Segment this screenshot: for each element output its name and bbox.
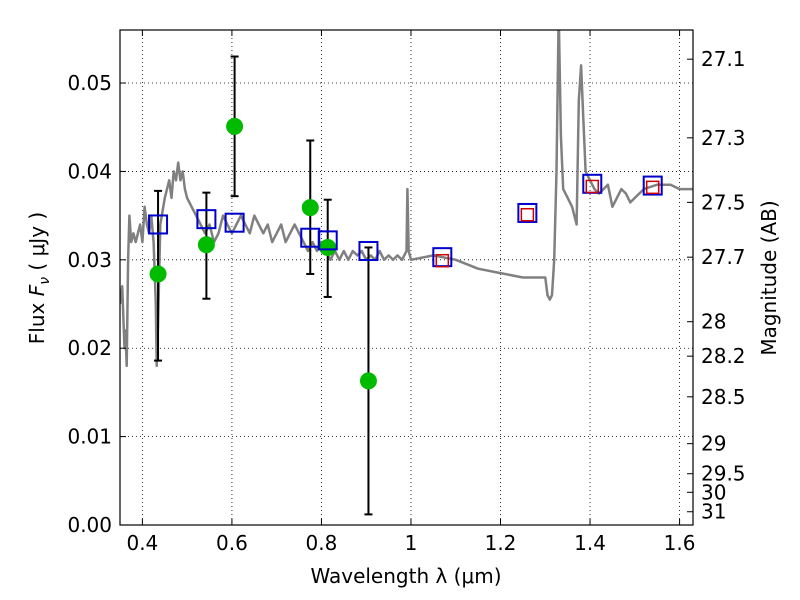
x-tick-label: 1 [405, 531, 418, 555]
mag-tick-label: 27.5 [701, 190, 746, 214]
y-tick-label: 0.01 [67, 425, 112, 449]
observed-point [301, 199, 319, 217]
model-point-blue [317, 230, 338, 251]
y-axis-label-symbol: F [25, 284, 49, 296]
model-point-red [520, 207, 535, 222]
plot-frame [119, 29, 694, 526]
mag-tick-label: 30 [701, 480, 726, 504]
mag-tick-label: 28 [701, 310, 726, 334]
x-axis-label: Wavelength λ (μm) [310, 564, 501, 588]
x-tick-label: 1.2 [485, 531, 517, 555]
axes: 0.4 0.6 0.8 1 1.2 1.4 1.6 0.00 0.01 0.02 0.03 0.04 0… [67, 30, 746, 555]
y-axis-label: Flux Fν ( μJy ) [25, 212, 53, 344]
mag-tick-label: 29.5 [701, 462, 746, 486]
mag-tick-label: 27.3 [701, 126, 746, 150]
model-point-red [585, 179, 600, 194]
y-axis-label-suffix: ( μJy ) [25, 212, 49, 277]
mag-tick-label: 28.5 [701, 385, 746, 409]
model-point-blue [642, 175, 663, 196]
y-axis-label-prefix: Flux [25, 296, 49, 344]
x-tick-label: 0.8 [306, 531, 338, 555]
observed-point [197, 236, 215, 254]
y-tick-label: 0.03 [67, 248, 112, 272]
x-tick-label: 0.6 [216, 531, 248, 555]
observed-point [149, 265, 167, 283]
model-point-blue [224, 212, 245, 233]
x-tick-label: 0.4 [126, 531, 158, 555]
x-tick-label: 1.4 [574, 531, 606, 555]
observed-point [319, 238, 337, 256]
model-point-blue [148, 214, 169, 235]
y-tick-label: 0.05 [67, 71, 112, 95]
y-tick-label: 0.02 [67, 336, 112, 360]
observed-point [359, 372, 377, 390]
model-point-blue [358, 240, 379, 261]
mag-tick-label: 31 [701, 500, 726, 524]
grid [120, 30, 693, 525]
x-tick-label: 1.6 [664, 531, 696, 555]
y-tick-label: 0.00 [67, 513, 112, 537]
y-tick-label: 0.04 [67, 159, 112, 183]
y-axis-label-subscript: ν [37, 277, 53, 285]
model-point-red [645, 180, 660, 195]
model-point-blue [196, 209, 217, 230]
mag-tick-label: 27.7 [701, 245, 746, 269]
mag-tick-label: 29 [701, 432, 726, 456]
y2-axis-label: Magnitude (AB) [757, 200, 781, 355]
observed-point [226, 117, 244, 135]
model-point-red [435, 253, 450, 268]
mag-tick-label: 28.2 [701, 344, 746, 368]
mag-tick-label: 27.1 [701, 47, 746, 71]
plot-area [120, 30, 693, 516]
model-point-blue [517, 202, 538, 223]
